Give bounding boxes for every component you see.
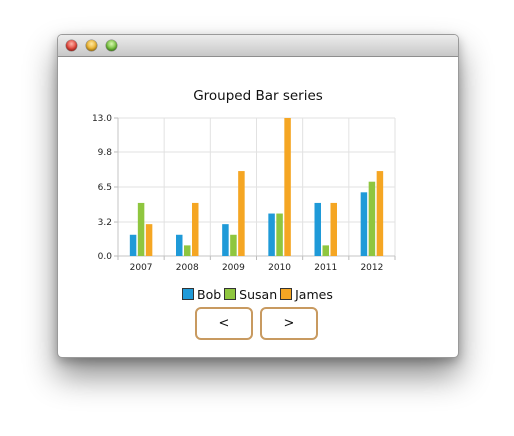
bar-bob-2012 [360, 192, 368, 256]
x-tick-label: 2012 [360, 263, 383, 273]
y-tick-label: 13.0 [92, 114, 112, 124]
bar-bob-2008 [176, 234, 183, 256]
y-tick-label: 9.8 [98, 148, 113, 158]
bar-susan-2009 [230, 234, 237, 256]
bar-susan-2010 [276, 213, 283, 256]
legend-item-susan: Susan [224, 287, 277, 302]
next-button[interactable]: > [260, 307, 318, 340]
legend-label: Bob [197, 286, 222, 302]
x-tick-label: 2010 [268, 263, 291, 273]
title-bar [58, 35, 458, 57]
x-tick-label: 2011 [314, 263, 337, 273]
legend-item-james: James [280, 287, 333, 302]
bar-susan-2008 [184, 245, 191, 256]
bar-james-2010 [284, 118, 291, 256]
bar-susan-2007 [137, 202, 145, 256]
legend-label: Susan [239, 286, 278, 302]
legend-label: James [295, 286, 333, 302]
x-tick-label: 2009 [222, 263, 245, 273]
y-tick-label: 6.5 [98, 183, 112, 193]
zoom-window-icon[interactable] [106, 40, 117, 51]
bar-bob-2011 [314, 202, 321, 256]
bar-bob-2010 [268, 213, 275, 256]
x-tick-label: 2008 [176, 263, 199, 273]
bar-james-2011 [330, 202, 337, 256]
bar-susan-2011 [322, 245, 329, 256]
bar-bob-2007 [129, 234, 137, 256]
previous-button[interactable]: < [195, 307, 253, 340]
bar-james-2009 [238, 171, 245, 256]
minimize-window-icon[interactable] [86, 40, 97, 51]
bar-james-2008 [192, 202, 199, 256]
y-tick-label: 0.0 [98, 252, 113, 262]
app-window: Grouped Bar series 0.0 3.2 6.5 9.8 13.0 2007 2… [57, 34, 459, 358]
close-window-icon[interactable] [66, 40, 77, 51]
x-tick-label: 2007 [130, 263, 153, 273]
bar-chart: 0.0 3.2 6.5 9.8 13.0 2007 2008 2009 2010 2011 2012 [92, 114, 396, 273]
bar-james-2007 [145, 224, 153, 256]
chart-legend: Bob Susan James [182, 286, 336, 302]
chart-title: Grouped Bar series [193, 88, 323, 104]
bar-susan-2012 [368, 181, 376, 256]
legend-item-bob: Bob [182, 287, 221, 302]
legend-swatch [280, 288, 293, 300]
legend-swatch [224, 288, 237, 300]
bar-bob-2009 [222, 224, 229, 256]
bar-james-2012 [376, 171, 384, 256]
y-tick-label: 3.2 [98, 218, 112, 228]
legend-swatch [182, 288, 194, 300]
